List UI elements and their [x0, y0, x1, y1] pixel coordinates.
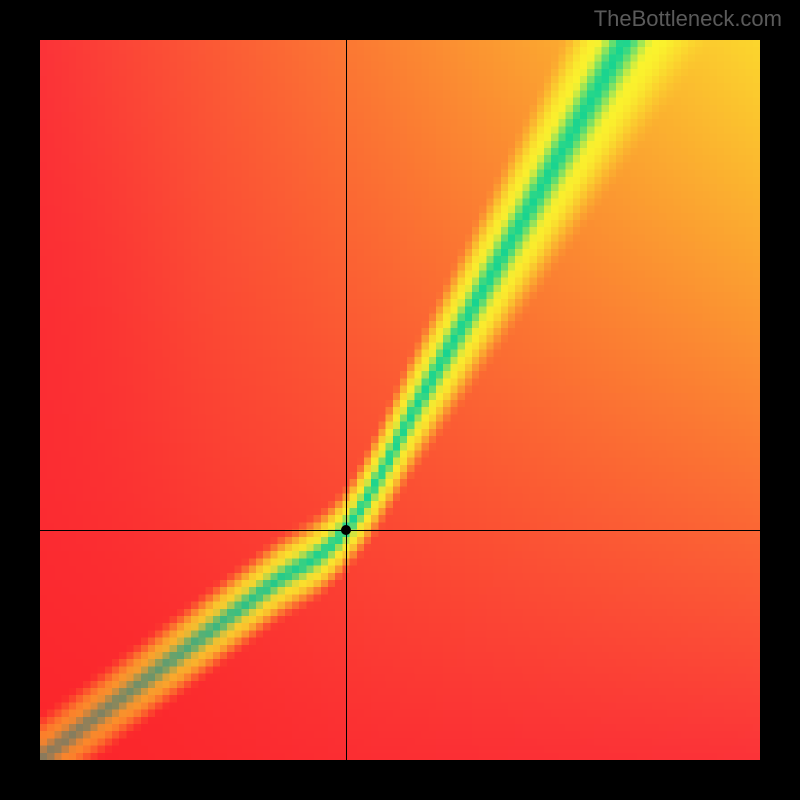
heatmap-canvas: [40, 40, 760, 760]
chart-container: TheBottleneck.com: [0, 0, 800, 800]
crosshair-marker: [341, 525, 351, 535]
attribution-label: TheBottleneck.com: [594, 6, 782, 32]
crosshair-vertical: [346, 40, 347, 760]
crosshair-horizontal: [40, 530, 760, 531]
